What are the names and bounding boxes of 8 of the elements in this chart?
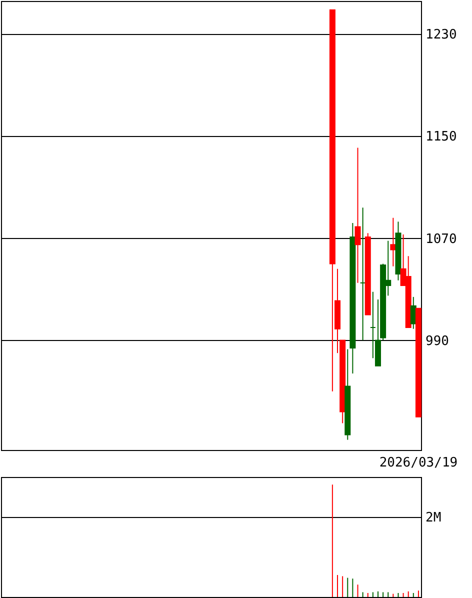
y-tick-label: 2M [426,510,442,526]
y-tick-label: 1070 [426,232,457,247]
y-tick-label: 1150 [426,130,457,145]
x-tick-label: 2026/03/19 [379,456,458,470]
candlestick [360,207,366,341]
y-tick-label: 1230 [426,28,457,43]
y-tick-label: 990 [426,334,449,349]
candlestick [354,147,361,284]
